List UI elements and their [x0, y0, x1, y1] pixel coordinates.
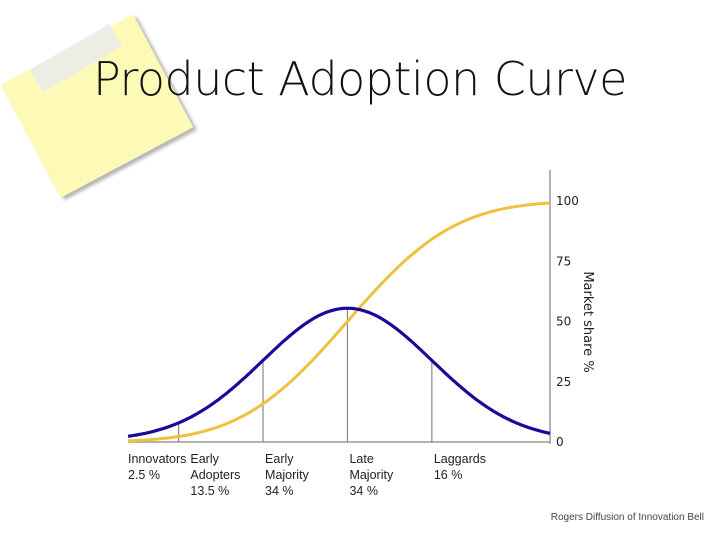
y-tick-label: 100	[556, 194, 579, 208]
category-name-label: Adopters	[190, 468, 240, 482]
y-tick-label: 75	[556, 254, 571, 268]
category-share-label: 34 %	[349, 484, 378, 498]
category-share-label: 34 %	[265, 484, 294, 498]
category-name-label: Majority	[349, 468, 394, 482]
category-name-label: Early	[190, 452, 219, 466]
source-credit: Rogers Diffusion of Innovation Bell	[550, 512, 704, 523]
category-label-group: Early Majority 34 %	[265, 452, 310, 498]
adoption-bell-curve-line	[127, 306, 551, 438]
category-share-label: 16 %	[434, 468, 463, 482]
category-name-label: Majority	[265, 468, 310, 482]
category-label-group: Late Majority 34 %	[349, 452, 394, 498]
y-tick-label: 50	[556, 315, 571, 329]
y-axis-label: Market share %	[580, 271, 595, 372]
y-tick-label: 25	[556, 375, 571, 389]
cumulative-market-share-line	[127, 201, 551, 443]
category-name-label: Early	[265, 452, 294, 466]
category-name-label: Laggards	[434, 452, 486, 466]
category-name-label: Innovators	[128, 452, 186, 466]
category-label-group: Laggards 16 %	[434, 452, 486, 482]
category-name-label: Late	[349, 452, 373, 466]
category-label-group: Innovators 2.5 %	[128, 452, 186, 482]
category-share-label: 13.5 %	[190, 484, 229, 498]
category-share-label: 2.5 %	[128, 468, 160, 482]
slide-title: Product Adoption Curve	[93, 52, 627, 106]
category-label-group: Early Adopters 13.5 %	[190, 452, 240, 498]
y-tick-label: 0	[556, 435, 564, 449]
